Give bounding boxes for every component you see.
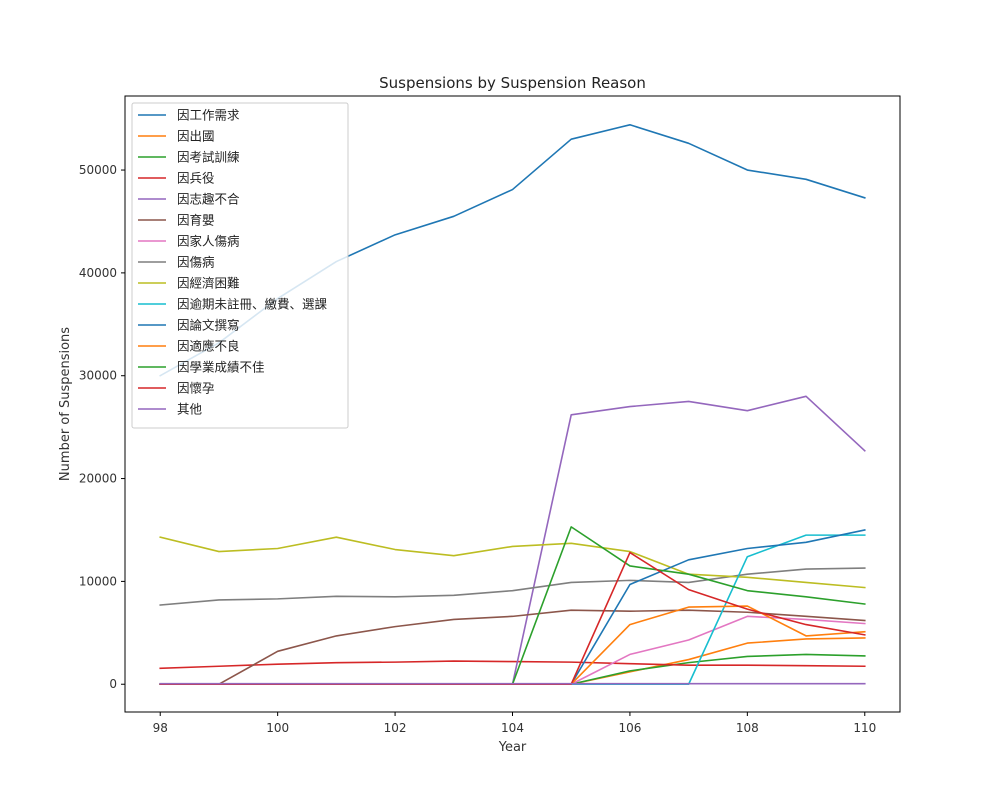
x-tick-label: 104: [501, 721, 524, 735]
legend-entry: 因出國: [177, 129, 215, 144]
chart-title: Suspensions by Suspension Reason: [379, 74, 646, 92]
y-tick-label: 20000: [79, 472, 117, 486]
legend-entry: 因經濟困難: [177, 276, 240, 291]
x-tick-label: 110: [853, 721, 876, 735]
legend-entry: 因兵役: [177, 171, 215, 186]
legend-entry: 因適應不良: [177, 339, 240, 354]
series-line-6: [159, 609, 866, 686]
series-line-8: [159, 567, 866, 606]
legend-entry: 其他: [177, 402, 203, 417]
x-axis: 98 100 102 104 106 108 110: [153, 712, 876, 735]
x-tick-label: 100: [266, 721, 289, 735]
legend-box: [131, 102, 349, 429]
x-tick-label: 98: [153, 721, 168, 735]
x-axis-label: Year: [498, 740, 527, 755]
legend-entry: 因懷孕: [177, 381, 215, 396]
y-axis: 0 10000 20000 30000 40000 50000: [79, 163, 125, 691]
legend-entry: 因傷病: [177, 255, 215, 270]
y-axis-label: Number of Suspensions: [58, 327, 73, 481]
legend-entry: 因育嬰: [177, 213, 215, 228]
y-tick-label: 40000: [79, 266, 117, 280]
legend-entry: 因家人傷病: [177, 234, 240, 249]
y-tick-label: 10000: [79, 574, 117, 588]
y-tick-label: 30000: [79, 369, 117, 383]
x-tick-label: 106: [618, 721, 641, 735]
legend-entry: 因學業成績不佳: [177, 360, 265, 375]
x-tick-label: 108: [736, 721, 759, 735]
legend-entry: 因論文撰寫: [177, 318, 240, 333]
legend-entry: 因逾期未註冊、繳費、選課: [177, 297, 328, 312]
legend-entry: 因考試訓練: [177, 150, 240, 165]
legend-entry: 因志趣不合: [177, 192, 240, 207]
legend-entry: 因工作需求: [177, 108, 240, 123]
y-tick-label: 0: [109, 677, 117, 691]
series-line-4: [159, 660, 866, 670]
x-tick-label: 102: [384, 721, 407, 735]
y-tick-label: 50000: [79, 163, 117, 177]
series-line-9: [159, 536, 866, 589]
series-layer: [159, 123, 866, 686]
legend: 因工作需求因出國因考試訓練因兵役因志趣不合因育嬰因家人傷病因傷病因經濟困難因逾期…: [131, 102, 349, 429]
